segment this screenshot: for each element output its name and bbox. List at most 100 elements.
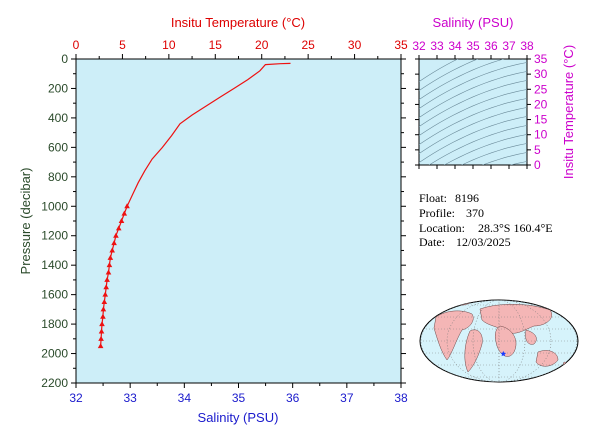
location-label: Location: — [419, 221, 465, 235]
pressure-tick-label: 0 — [61, 52, 68, 66]
map-graticule — [420, 300, 578, 382]
temperature-profile-plot: 0 5 10 15 20 25 30 35 32 33 34 35 36 37 38 0 200 400 600 80… — [18, 15, 408, 425]
map-meridian — [446, 300, 552, 382]
density-contour-line — [419, 107, 527, 154]
temperature-data-point — [101, 299, 108, 304]
temperature-data-point — [102, 291, 109, 297]
density-contour-line — [443, 134, 527, 165]
world-map — [419, 299, 579, 383]
temperature-data-point — [115, 225, 122, 231]
density-contour-line — [419, 80, 527, 127]
temperature-data-point — [106, 262, 113, 268]
date-label: Date: — [419, 235, 445, 249]
temperature-tick-label: 10 — [162, 38, 176, 52]
density-contour-line — [481, 152, 527, 165]
temperature-data-point — [100, 313, 106, 319]
salinity-tick-label: 33 — [123, 391, 137, 405]
ts-temperature-tick-label: 20 — [534, 97, 548, 111]
temperature-tick-label: 25 — [301, 38, 315, 52]
ts-temperature-tick-label: 10 — [534, 128, 548, 142]
density-contours — [419, 59, 527, 165]
temperature-data-point — [98, 328, 105, 334]
pressure-axis-title: Pressure (decibar) — [18, 168, 33, 275]
float-location-marker — [500, 350, 507, 357]
temperature-data-point — [118, 218, 125, 223]
density-contour-line — [428, 125, 527, 165]
density-contour-line — [419, 89, 527, 136]
pressure-tick-label: 1600 — [41, 288, 68, 302]
map-meridian — [472, 300, 526, 382]
pressure-tick-label: 1200 — [41, 229, 68, 243]
temperature-tick-label: 35 — [394, 38, 408, 52]
ts-salinity-tick-label: 33 — [430, 39, 444, 53]
ts-temperature-tick-label: 35 — [534, 52, 548, 66]
density-contour-line — [419, 98, 527, 145]
map-meridian — [420, 300, 578, 382]
pressure-tick-label: 1000 — [41, 199, 68, 213]
location-value: 28.3°S 160.4°E — [478, 221, 553, 235]
ts-salinity-tick-label: 34 — [448, 39, 462, 53]
temperature-data-point — [121, 210, 128, 216]
density-contour-line — [461, 143, 527, 165]
density-contour-line — [419, 59, 505, 100]
density-contour-line — [419, 59, 479, 91]
ts-salinity-tick-label: 38 — [520, 39, 534, 53]
salinity-tick-label: 38 — [394, 391, 408, 405]
map-land — [433, 300, 568, 373]
profile-value: 370 — [466, 206, 484, 220]
temperature-data-point — [103, 284, 109, 290]
pressure-tick-label: 200 — [48, 81, 68, 95]
temperature-axis-title: Insitu Temperature (°C) — [171, 15, 305, 30]
float-info: Float: 8196 Profile: 370 Location: 28.3°… — [419, 191, 553, 249]
temperature-data-point — [113, 232, 119, 238]
temperature-data-point — [105, 269, 112, 275]
ts-salinity-axis-title: Salinity (PSU) — [433, 15, 514, 30]
ts-temperature-tick-label: 25 — [534, 82, 548, 96]
float-value: 8196 — [455, 191, 479, 205]
density-contour-line — [419, 59, 459, 82]
profile-plot-background — [75, 58, 402, 384]
ts-salinity-tick-label: 37 — [502, 39, 516, 53]
pressure-tick-label: 800 — [48, 170, 68, 184]
pressure-tick-label: 2200 — [41, 376, 68, 390]
salinity-tick-label: 37 — [340, 391, 354, 405]
salinity-tick-label: 35 — [232, 391, 246, 405]
salinity-tick-label: 32 — [69, 391, 83, 405]
continent-shape — [433, 310, 474, 361]
continent-shape — [479, 303, 552, 334]
temperature-tick-label: 30 — [348, 38, 362, 52]
temperature-tick-label: 0 — [73, 38, 80, 52]
temperature-data-point — [104, 276, 110, 282]
pressure-tick-label: 1400 — [41, 258, 68, 272]
profile-label: Profile: — [419, 206, 455, 220]
ts-salinity-tick-label: 36 — [484, 39, 498, 53]
temperature-data-point — [98, 335, 104, 341]
float-label: Float: — [419, 191, 447, 205]
salinity-tick-label: 36 — [286, 391, 300, 405]
ts-salinity-tick-label: 35 — [466, 39, 480, 53]
temperature-data-point — [100, 306, 107, 312]
ts-temperature-tick-label: 30 — [534, 67, 548, 81]
ts-temperature-tick-label: 0 — [534, 158, 541, 172]
density-contour-line — [509, 161, 527, 165]
temperature-tick-label: 15 — [209, 38, 223, 52]
salinity-tick-label: 34 — [178, 391, 192, 405]
density-contour-line — [419, 116, 527, 163]
temperature-data-point — [97, 343, 104, 349]
ts-salinity-tick-label: 32 — [412, 39, 426, 53]
continent-shape — [535, 350, 559, 367]
temperature-data-point — [109, 247, 116, 253]
temperature-tick-label: 20 — [255, 38, 269, 52]
pressure-tick-label: 600 — [48, 140, 68, 154]
salinity-axis-title: Salinity (PSU) — [198, 410, 279, 425]
temperature-tick-label: 5 — [119, 38, 126, 52]
density-contour-line — [419, 62, 527, 109]
date-value: 12/03/2025 — [456, 235, 511, 249]
temperature-data-point — [124, 203, 130, 209]
density-contour-line — [419, 71, 527, 118]
ts-temperature-tick-label: 5 — [534, 143, 541, 157]
continent-shape — [445, 300, 471, 306]
temperature-data-point — [107, 254, 114, 260]
